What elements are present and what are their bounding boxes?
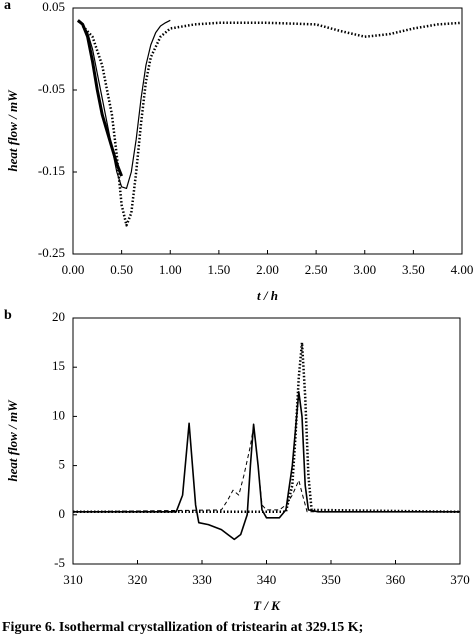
x-tick-label: 320 — [128, 572, 148, 587]
x-axis-label: T / K — [253, 598, 281, 613]
y-tick-label: -5 — [54, 555, 65, 570]
y-tick-label: 15 — [52, 358, 65, 373]
x-tick-label: 360 — [386, 572, 406, 587]
x-tick-label: 4.00 — [451, 262, 474, 277]
series-line — [73, 341, 461, 514]
panel-label: a — [4, 0, 11, 13]
plot-frame — [72, 7, 463, 255]
x-tick-label: 330 — [192, 572, 212, 587]
x-tick-label: 0.00 — [62, 262, 85, 277]
caption: Figure 6. Isothermal crystallization of … — [2, 620, 363, 634]
y-tick-label: -0.15 — [38, 163, 65, 178]
series-line — [73, 391, 460, 541]
x-tick-label: 1.50 — [208, 262, 231, 277]
y-tick-label: -0.05 — [38, 81, 65, 96]
x-tick-label: 2.00 — [256, 262, 279, 277]
y-tick-label: 0 — [59, 506, 66, 521]
y-tick-label: -0.25 — [38, 245, 65, 260]
series-line — [72, 425, 460, 513]
x-tick-label: 3.00 — [353, 262, 376, 277]
series-line — [81, 21, 463, 227]
x-tick-label: 350 — [321, 572, 341, 587]
y-axis-label: heat flow / mW — [5, 89, 20, 172]
y-tick-label: 0.05 — [42, 0, 65, 14]
series-line — [77, 19, 171, 189]
x-tick-label: 1.00 — [159, 262, 182, 277]
x-axis-label: t / h — [257, 288, 278, 303]
x-tick-label: 2.50 — [305, 262, 328, 277]
y-tick-label: 20 — [52, 309, 65, 324]
plot-frame — [72, 317, 461, 565]
y-tick-label: 10 — [52, 407, 65, 422]
y-axis-label: heat flow / mW — [5, 399, 20, 482]
series-line — [76, 19, 123, 177]
x-tick-label: 0.50 — [110, 262, 133, 277]
y-tick-label: 5 — [59, 457, 66, 472]
x-tick-label: 310 — [63, 572, 83, 587]
x-tick-label: 3.50 — [402, 262, 425, 277]
panel-label: b — [4, 308, 12, 323]
x-tick-label: 370 — [450, 572, 470, 587]
x-tick-label: 340 — [257, 572, 277, 587]
